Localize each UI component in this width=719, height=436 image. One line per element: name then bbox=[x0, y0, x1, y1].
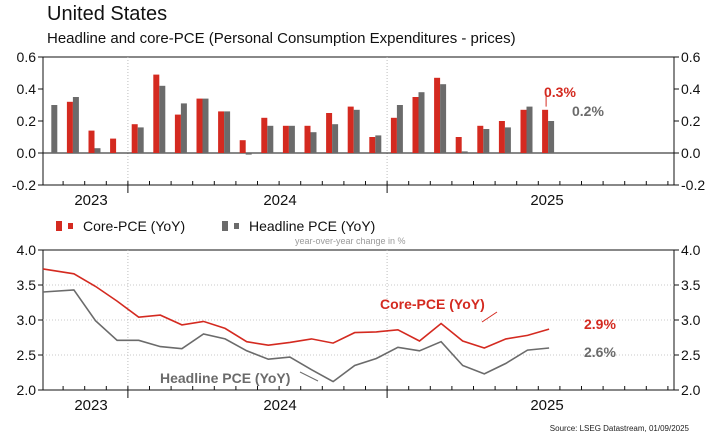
headline-bar-3 bbox=[116, 153, 123, 154]
core-bar-9 bbox=[239, 140, 246, 153]
headline-bar-17 bbox=[418, 92, 425, 153]
ytick-label-right-1-3: 3.5 bbox=[681, 277, 701, 293]
headline-pce-line bbox=[42, 289, 550, 383]
ytick-label-right-0-2: 0.2 bbox=[681, 113, 701, 129]
core-bar-23 bbox=[542, 109, 549, 153]
year-label-1-2: 2025 bbox=[530, 397, 563, 414]
year-label-1-0: 2023 bbox=[74, 397, 107, 414]
headline-bar-11 bbox=[288, 125, 295, 153]
headline-bar-23 bbox=[548, 121, 555, 153]
core-bar-18 bbox=[434, 77, 441, 153]
core-bar-10 bbox=[261, 117, 268, 153]
headline-bar-12 bbox=[310, 132, 317, 153]
legend-core-swatch-small bbox=[68, 223, 73, 229]
core-series-label: Core-PCE (YoY) bbox=[380, 296, 485, 312]
legend-core-swatch bbox=[56, 221, 62, 231]
headline-bar-14 bbox=[353, 109, 360, 153]
year-label-0-2: 2025 bbox=[530, 192, 563, 209]
headline-bar-8 bbox=[224, 111, 231, 153]
headline-bar-0 bbox=[51, 105, 58, 153]
ytick-label-left-1-4: 4.0 bbox=[17, 242, 37, 258]
headline-latest-value: 2.6% bbox=[584, 344, 616, 360]
year-label-0-1: 2024 bbox=[263, 192, 296, 209]
headline-bar-15 bbox=[375, 135, 382, 153]
ytick-label-left-0-0: -0.2 bbox=[12, 177, 36, 193]
core-bar-21 bbox=[498, 121, 505, 153]
yoy-note: year-over-year change in % bbox=[295, 236, 406, 246]
core-bar-14 bbox=[347, 106, 354, 153]
legend-headline-swatch-small bbox=[234, 223, 239, 229]
source-note: Source: LSEG Datastream, 01/09/2025 bbox=[549, 424, 689, 433]
core-bar-12 bbox=[304, 125, 311, 153]
ytick-label-left-1-0: 2.0 bbox=[17, 382, 37, 398]
core-bar-6 bbox=[174, 114, 181, 153]
headline-bar-4 bbox=[137, 127, 144, 153]
chart-title: United States bbox=[47, 3, 168, 25]
ytick-label-right-1-1: 2.5 bbox=[681, 347, 701, 363]
headline-bar-18 bbox=[440, 84, 447, 153]
core-bar-annotation: 0.3% bbox=[544, 84, 576, 100]
core-bar-4 bbox=[131, 124, 138, 153]
legend-core: Core-PCE (YoY) bbox=[56, 218, 185, 234]
ytick-label-left-1-3: 3.5 bbox=[17, 277, 37, 293]
chart-subtitle: Headline and core-PCE (Personal Consumpt… bbox=[47, 30, 516, 47]
core-series-callout bbox=[481, 311, 498, 323]
core-bar-15 bbox=[369, 137, 376, 153]
headline-bar-13 bbox=[332, 124, 339, 153]
headline-bar-19 bbox=[461, 151, 468, 153]
core-bar-3 bbox=[110, 138, 117, 153]
headline-series-label: Headline PCE (YoY) bbox=[160, 370, 290, 386]
core-bar-16 bbox=[390, 117, 397, 153]
ytick-label-left-1-2: 3.0 bbox=[17, 312, 37, 328]
year-label-0-0: 2023 bbox=[74, 192, 107, 209]
core-bar-11 bbox=[282, 125, 289, 153]
ytick-label-left-0-3: 0.4 bbox=[17, 81, 37, 97]
headline-bar-10 bbox=[267, 125, 274, 153]
legend-headline-swatch bbox=[222, 221, 228, 231]
ytick-label-right-1-0: 2.0 bbox=[681, 382, 701, 398]
core-bar-17 bbox=[412, 97, 419, 153]
core-bar-22 bbox=[520, 109, 527, 153]
headline-bar-7 bbox=[202, 98, 209, 153]
ytick-label-right-0-0: -0.2 bbox=[681, 177, 705, 193]
ytick-label-left-0-1: 0.0 bbox=[17, 145, 37, 161]
headline-bar-2 bbox=[94, 148, 101, 153]
core-bar-8 bbox=[218, 111, 225, 153]
core-bar-5 bbox=[153, 74, 160, 153]
ytick-label-left-0-2: 0.2 bbox=[17, 113, 37, 129]
ytick-label-left-1-1: 2.5 bbox=[17, 347, 37, 363]
headline-bar-9 bbox=[245, 153, 252, 155]
ytick-label-left-0-4: 0.6 bbox=[17, 49, 37, 65]
headline-bar-20 bbox=[483, 129, 490, 153]
core-bar-7 bbox=[196, 98, 203, 153]
core-bar-1 bbox=[66, 101, 73, 153]
headline-series-callout bbox=[299, 371, 319, 382]
headline-bar-1 bbox=[72, 97, 79, 153]
headline-bar-5 bbox=[159, 85, 166, 153]
legend-headline: Headline PCE (YoY) bbox=[222, 218, 375, 234]
ytick-label-right-0-1: 0.0 bbox=[681, 145, 701, 161]
core-latest-value: 2.9% bbox=[584, 316, 616, 332]
legend-headline-label: Headline PCE (YoY) bbox=[249, 218, 376, 234]
ytick-label-right-0-3: 0.4 bbox=[681, 81, 701, 97]
legend-core-label: Core-PCE (YoY) bbox=[83, 218, 186, 234]
core-bar-13 bbox=[326, 113, 333, 153]
ytick-label-right-1-2: 3.0 bbox=[681, 312, 701, 328]
core-bar-20 bbox=[477, 125, 484, 153]
core-pce-line bbox=[42, 268, 550, 349]
headline-bar-annotation: 0.2% bbox=[572, 103, 604, 119]
headline-bar-16 bbox=[396, 105, 403, 153]
core-bar-19 bbox=[455, 137, 462, 153]
headline-bar-22 bbox=[526, 106, 533, 153]
headline-bar-21 bbox=[504, 127, 511, 153]
year-label-1-1: 2024 bbox=[263, 397, 296, 414]
core-bar-2 bbox=[88, 130, 95, 153]
headline-bar-6 bbox=[180, 103, 187, 153]
ytick-label-right-0-4: 0.6 bbox=[681, 49, 701, 65]
ytick-label-right-1-4: 4.0 bbox=[681, 242, 701, 258]
